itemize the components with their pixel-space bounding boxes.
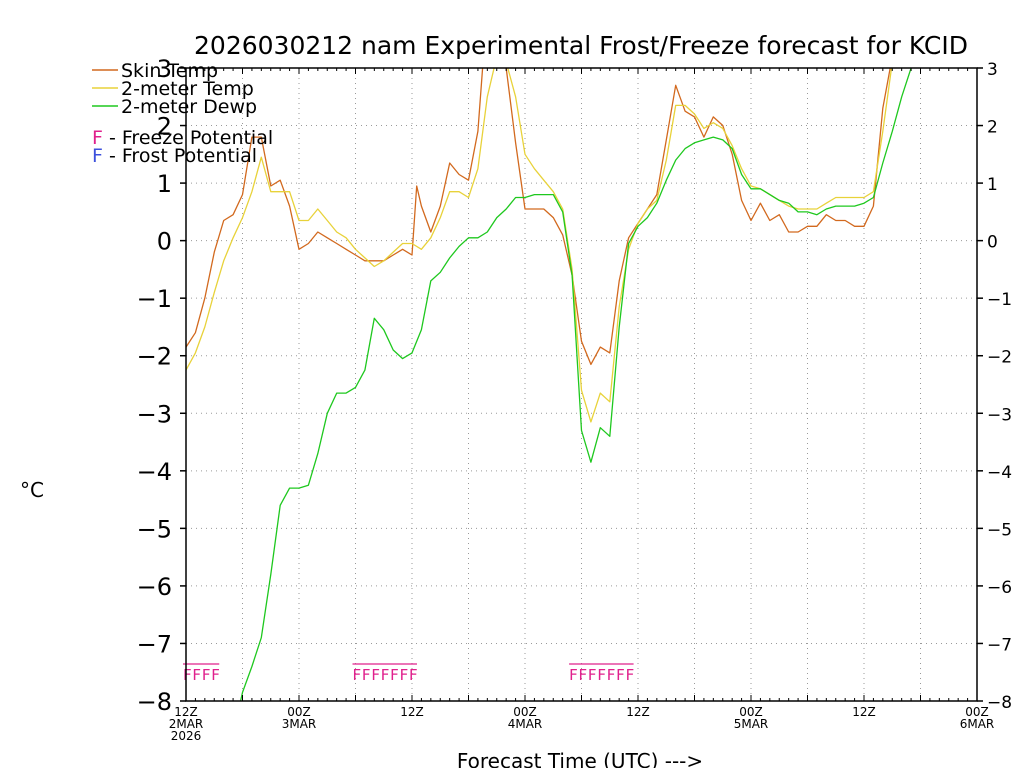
y-tick-label-right: −3 (987, 405, 1012, 425)
y-tick-label: −7 (137, 630, 172, 658)
x-tick-label-line: 5MAR (734, 717, 769, 731)
x-tick-label: 12Z 2MAR 2026 (169, 705, 204, 743)
x-tick-label-line: 6MAR (960, 717, 995, 731)
x-tick-label-line: 2MAR (169, 717, 204, 731)
freeze-mark: F (626, 666, 635, 684)
y-tick-label: −4 (137, 458, 172, 486)
y-tick-label-right: −5 (987, 520, 1012, 540)
y-tick-label-right: −7 (987, 635, 1012, 655)
y-axis-label: °C (20, 478, 44, 502)
freeze-mark: F (211, 666, 220, 684)
x-tick-label-line: 12Z (626, 705, 650, 719)
y-tick-label: −8 (137, 688, 172, 716)
x-tick-label-line: 4MAR (508, 717, 543, 731)
series-line-skin-temp (186, 68, 891, 366)
x-tick-label: 00Z 4MAR (508, 705, 543, 731)
legend-entry: Skin Temp (121, 60, 218, 82)
y-tick-label: 2 (157, 113, 172, 141)
legend-freeze-potential: F - Freeze Potential (92, 127, 273, 149)
x-tick-label-line: 00Z (965, 705, 989, 719)
freeze-mark: F (202, 666, 211, 684)
freeze-mark: F (362, 666, 371, 684)
y-tick-label: −1 (137, 285, 172, 313)
legend-entry: 2-meter Dewp (121, 96, 257, 118)
y-tick-label: 1 (157, 170, 172, 198)
gridlines (186, 68, 977, 701)
x-tick-label: 12Z (400, 705, 424, 719)
y-tick-label: 3 (157, 55, 172, 83)
x-axis-label: Forecast Time (UTC) ---> (457, 749, 703, 768)
freeze-mark: F (192, 666, 201, 684)
x-tick-label-line: 00Z (739, 705, 763, 719)
freeze-mark: F (409, 666, 418, 684)
x-tick-label-line: 12Z (400, 705, 424, 719)
x-tick-label-line: 00Z (287, 705, 311, 719)
freeze-mark: F (371, 666, 380, 684)
y-tick-label: 0 (157, 228, 172, 256)
y-tick-label-right: −1 (987, 290, 1012, 310)
y-tick-label-right: 2 (987, 118, 998, 138)
freeze-mark: F (597, 666, 606, 684)
freeze-mark: F (390, 666, 399, 684)
y-tick-label: −6 (137, 573, 172, 601)
series-lines (186, 68, 912, 701)
y-tick-label-right: −2 (987, 348, 1012, 368)
x-tick-label-line: 12Z (852, 705, 876, 719)
y-tick-labels-left: −8 −7 −6 −5 −4 −3 −2 −1 0 1 2 3 (137, 55, 172, 716)
x-tick-label-line: 12Z (174, 705, 198, 719)
x-tick-label-line: 3MAR (282, 717, 317, 731)
freeze-mark: F (400, 666, 409, 684)
freeze-mark: F (353, 666, 362, 684)
y-tick-label: −3 (137, 400, 172, 428)
freeze-mark: F (569, 666, 578, 684)
series-line-2-meter-dewp (239, 68, 912, 701)
chart-title: 2026030212 nam Experimental Frost/Freeze… (194, 31, 968, 60)
y-tick-label-right: −4 (987, 463, 1012, 483)
x-tick-label: 12Z (626, 705, 650, 719)
freeze-mark: F (588, 666, 597, 684)
series-line-2-meter-temp (186, 68, 893, 423)
y-tick-label-right: 1 (987, 175, 998, 195)
legend-frost-potential: F - Frost Potential (92, 145, 257, 167)
legend-entry: 2-meter Temp (121, 78, 254, 100)
freeze-mark: F (579, 666, 588, 684)
freeze-mark: F (381, 666, 390, 684)
x-tick-label: 00Z 3MAR (282, 705, 317, 731)
plot-frame (185, 67, 978, 702)
y-tick-label-right: −8 (987, 693, 1012, 713)
y-tick-label: −5 (137, 515, 172, 543)
y-tick-labels-right: −8 −7 −6 −5 −4 −3 −2 −1 0 1 2 3 (987, 60, 1012, 713)
axes (180, 67, 983, 702)
x-tick-label: 00Z 5MAR (734, 705, 769, 731)
y-tick-label-right: 3 (987, 60, 998, 80)
freeze-mark: F (607, 666, 616, 684)
y-tick-label: −2 (137, 343, 172, 371)
freeze-mark: F (183, 666, 192, 684)
x-tick-label-line: 00Z (513, 705, 537, 719)
x-tick-label-line: 2026 (171, 729, 202, 743)
x-tick-label: 12Z (852, 705, 876, 719)
y-tick-label-right: −6 (987, 578, 1012, 598)
y-tick-label-right: 0 (987, 233, 998, 253)
x-tick-label: 00Z 6MAR (960, 705, 995, 731)
freeze-mark: F (616, 666, 625, 684)
